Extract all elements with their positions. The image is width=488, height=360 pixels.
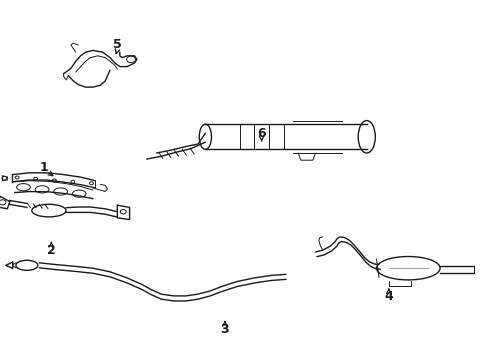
Text: 5: 5	[113, 39, 122, 51]
Text: 6: 6	[257, 127, 265, 140]
Text: 4: 4	[384, 291, 392, 303]
Text: 2: 2	[47, 244, 56, 257]
Text: 3: 3	[220, 323, 229, 336]
Text: 1: 1	[40, 161, 48, 174]
